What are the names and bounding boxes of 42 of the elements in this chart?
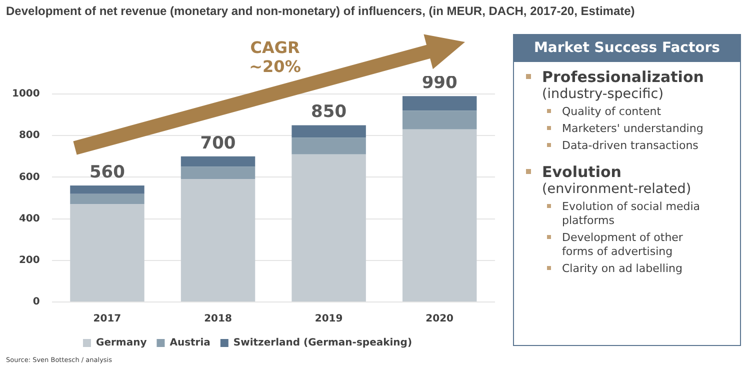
text: ~20%: [248, 57, 302, 76]
text: Evolution of social media platforms: [562, 200, 700, 227]
legend-label: Switzerland (German-speaking): [233, 338, 412, 349]
y-tick-label: 800: [18, 130, 40, 142]
bar: [292, 125, 366, 138]
text: Quality of content: [562, 105, 662, 118]
x-tick-label: 2019: [314, 314, 343, 325]
x-tick-label: 2018: [204, 314, 232, 325]
bar: [292, 154, 366, 302]
text: (environment-related): [542, 181, 692, 197]
x-tick-label: 2017: [93, 314, 122, 325]
bar: [292, 138, 366, 154]
bar: [180, 156, 256, 167]
legend-label: Austria: [170, 338, 210, 349]
bar: [402, 96, 477, 111]
y-tick-label: 0: [32, 296, 40, 308]
bar: [180, 166, 256, 180]
total-label: 850: [311, 102, 347, 122]
y-tick-label: 200: [18, 254, 40, 266]
text: Marketers' understanding: [562, 122, 704, 135]
text: Evolution: [542, 163, 622, 181]
total-label: 700: [200, 133, 236, 154]
text: Professionalization: [542, 68, 704, 86]
bar: [402, 129, 477, 302]
bar: [180, 179, 256, 302]
text: (industry-specific): [542, 86, 664, 102]
legend-label: Germany: [96, 338, 148, 349]
bar: [70, 186, 144, 194]
text: Development of other forms of advertising: [562, 231, 683, 258]
text: Clarity on ad labelling: [562, 262, 682, 275]
total-label: 560: [89, 162, 126, 182]
text: Market Success Factors: [514, 35, 740, 62]
bar: [70, 204, 144, 302]
text: CAGR: [249, 38, 301, 57]
x-tick-label: 2020: [426, 314, 454, 325]
bar: [402, 110, 477, 130]
chart-title: Development of net revenue (monetary and non-monetary) of influencers, (in MEUR, DACH, 2017-20, Estimate): [6, 4, 636, 18]
y-tick-label: 400: [18, 213, 40, 224]
y-tick-label: 1000: [12, 88, 40, 100]
text: Data-driven transactions: [562, 139, 698, 152]
y-tick-label: 600: [18, 172, 40, 183]
bar: [70, 194, 144, 204]
